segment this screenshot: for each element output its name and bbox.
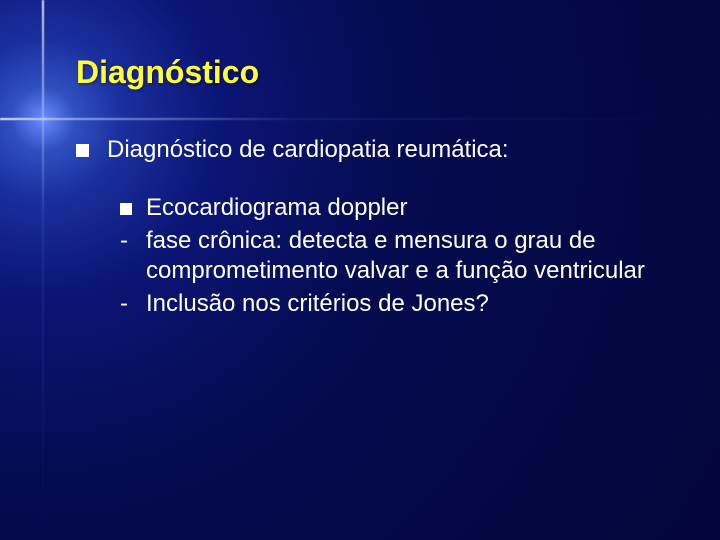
list-item: Ecocardiograma doppler	[120, 193, 660, 224]
sub-item-text: Ecocardiograma doppler	[146, 193, 660, 224]
slide-title: Diagnóstico	[76, 54, 660, 91]
sub-item-text: Inclusão nos critérios de Jones?	[146, 289, 660, 320]
sub-item-text: fase crônica: detecta e mensura o grau d…	[146, 226, 660, 287]
sub-bullet-list: Ecocardiograma doppler - fase crônica: d…	[120, 193, 660, 320]
main-bullet-text: Diagnóstico de cardiopatia reumática:	[107, 135, 509, 165]
dash-bullet-icon: -	[120, 226, 140, 257]
list-item: - Inclusão nos critérios de Jones?	[120, 289, 660, 320]
dash-bullet-icon: -	[120, 289, 140, 320]
slide-container: Diagnóstico Diagnóstico de cardiopatia r…	[0, 0, 720, 540]
main-bullet: Diagnóstico de cardiopatia reumática:	[76, 135, 660, 165]
square-bullet-icon	[76, 144, 89, 157]
list-item: - fase crônica: detecta e mensura o grau…	[120, 226, 660, 287]
square-bullet-icon	[120, 193, 140, 224]
